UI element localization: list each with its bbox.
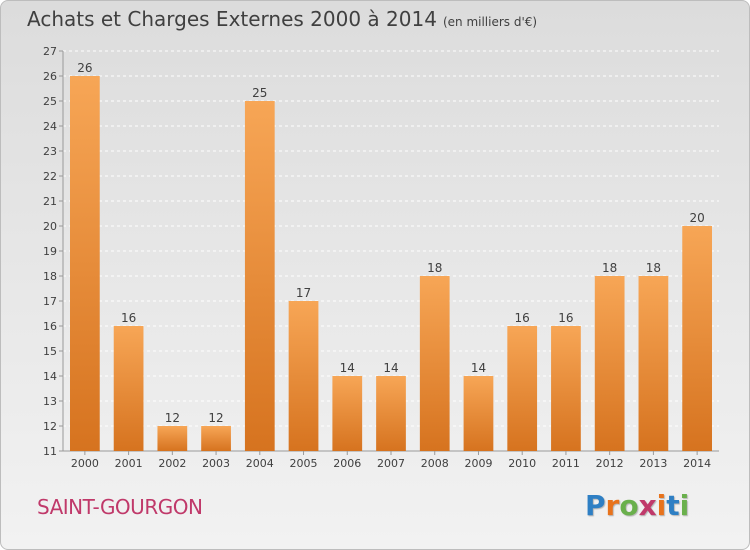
logo-letter: o	[619, 489, 639, 522]
value-label-2004: 25	[252, 86, 267, 100]
value-label-2002: 12	[165, 411, 180, 425]
bar-2004	[244, 101, 275, 451]
bar-2006	[332, 376, 363, 451]
x-tick-label-2012: 2012	[596, 457, 624, 470]
y-tick-label: 19	[43, 245, 57, 258]
x-tick-label-2008: 2008	[421, 457, 449, 470]
value-label-2014: 20	[689, 211, 704, 225]
value-label-2010: 16	[515, 311, 530, 325]
bar-2013	[638, 276, 669, 451]
bar-2003	[201, 426, 231, 451]
y-tick-label: 17	[43, 295, 57, 308]
bar-2012	[594, 276, 625, 451]
x-tick-label-2002: 2002	[158, 457, 186, 470]
y-tick-label: 24	[43, 120, 57, 133]
y-tick-labels: 11 12 13 14 15 16 17 18 19 20 21 22 23 24 25 26 27	[43, 45, 57, 458]
x-tick-label-2011: 2011	[552, 457, 580, 470]
bar-2005	[288, 301, 319, 451]
y-tick-label: 11	[43, 445, 57, 458]
bars	[69, 76, 713, 451]
town-name: SAINT-GOURGON	[37, 495, 203, 519]
chart-title-text: Achats et Charges Externes 2000 à 2014	[27, 7, 437, 31]
y-tick-label: 14	[43, 370, 57, 383]
bar-2007	[376, 376, 406, 451]
y-tick-label: 20	[43, 220, 57, 233]
x-tick-label-2003: 2003	[202, 457, 230, 470]
chart-subtitle: (en milliers d'€)	[442, 15, 538, 29]
value-label-2012: 18	[602, 261, 617, 275]
bar-2011	[551, 326, 581, 451]
y-tick-label: 21	[43, 195, 57, 208]
x-tick-label-2000: 2000	[71, 457, 99, 470]
y-tick-label: 23	[43, 145, 57, 158]
value-label-2003: 12	[208, 411, 223, 425]
x-tick-labels: 2000 2001 2002 2003 2004 2005 2006 2007 2008 2009…	[71, 451, 711, 470]
bar-2009	[463, 376, 494, 451]
y-tick-label: 13	[43, 395, 57, 408]
x-tick-label-2001: 2001	[115, 457, 143, 470]
proxiti-logo: Proxiti	[585, 489, 689, 522]
value-label-2001: 16	[121, 311, 136, 325]
logo-letter: r	[605, 489, 620, 522]
value-label-2009: 14	[471, 361, 486, 375]
bar-2001	[113, 326, 144, 451]
y-tick-label: 27	[43, 45, 57, 58]
x-tick-label-2009: 2009	[464, 457, 492, 470]
logo-letter: i	[656, 489, 667, 522]
logo-letter: P	[585, 489, 606, 522]
logo-letter: x	[638, 489, 657, 522]
y-tick-label: 12	[43, 420, 57, 433]
bar-2002	[157, 426, 188, 451]
value-labels: 26 16 12 12 25 17 14 14 18 14 16 16 18 18 20	[77, 61, 705, 425]
x-tick-label-2007: 2007	[377, 457, 405, 470]
x-tick-label-2004: 2004	[246, 457, 274, 470]
y-tick-label: 16	[43, 320, 57, 333]
bar-2010	[507, 326, 538, 451]
bar-2014	[682, 226, 713, 451]
value-label-2006: 14	[340, 361, 355, 375]
y-tick-label: 26	[43, 70, 57, 83]
value-label-2005: 17	[296, 286, 311, 300]
logo-letter: t	[666, 489, 680, 522]
bar-2008	[419, 276, 450, 451]
value-label-2007: 14	[383, 361, 398, 375]
x-tick-label-2013: 2013	[639, 457, 667, 470]
y-tick-label: 22	[43, 170, 57, 183]
value-label-2013: 18	[646, 261, 661, 275]
y-tick-label: 25	[43, 95, 57, 108]
value-label-2008: 18	[427, 261, 442, 275]
value-label-2011: 16	[558, 311, 573, 325]
x-tick-label-2006: 2006	[333, 457, 361, 470]
x-tick-label-2014: 2014	[683, 457, 711, 470]
bar-2000	[69, 76, 100, 451]
value-label-2000: 26	[77, 61, 92, 75]
y-tick-label: 18	[43, 270, 57, 283]
x-tick-label-2005: 2005	[290, 457, 318, 470]
y-tick-label: 15	[43, 345, 57, 358]
chart-title: Achats et Charges Externes 2000 à 2014 (e…	[27, 7, 537, 31]
logo-letter: i	[679, 489, 690, 522]
x-tick-label-2010: 2010	[508, 457, 536, 470]
